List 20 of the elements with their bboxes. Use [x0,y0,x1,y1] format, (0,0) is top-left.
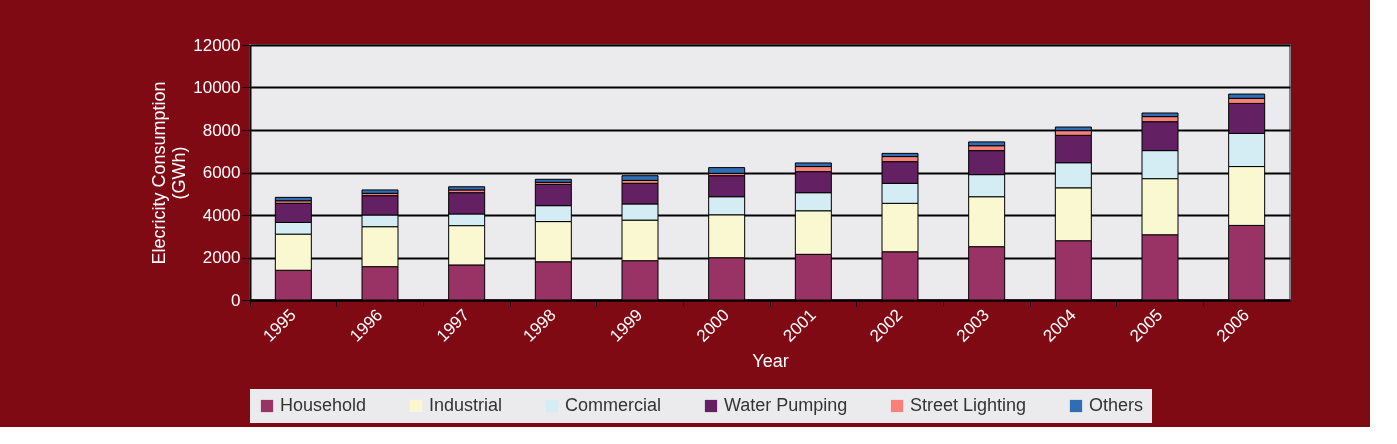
bar [968,141,1006,147]
y-tick-label: 8000 [202,120,241,140]
y-tick-label: 0 [231,290,241,310]
bar [1141,112,1179,118]
legend-label: Household [280,395,367,415]
y-tick-label: 10000 [193,78,241,97]
legend-label: Street Lighting [910,395,1027,415]
bar [881,152,919,158]
legend-label: Industrial [429,395,503,415]
bar [794,162,832,168]
y-tick-label: 2000 [202,248,241,267]
legend-label: Commercial [565,395,662,415]
y-axis-title: Elecricity Consumption (GWh) [149,81,190,265]
x-axis-title: Year [752,350,789,371]
legend-label: Others [1089,395,1144,415]
bar [274,196,312,202]
y-tick-label: 4000 [202,205,241,225]
y-tick-label: 12000 [193,35,241,55]
legend-label: Water Pumping [724,395,848,415]
y-tick-label: 6000 [202,163,241,182]
